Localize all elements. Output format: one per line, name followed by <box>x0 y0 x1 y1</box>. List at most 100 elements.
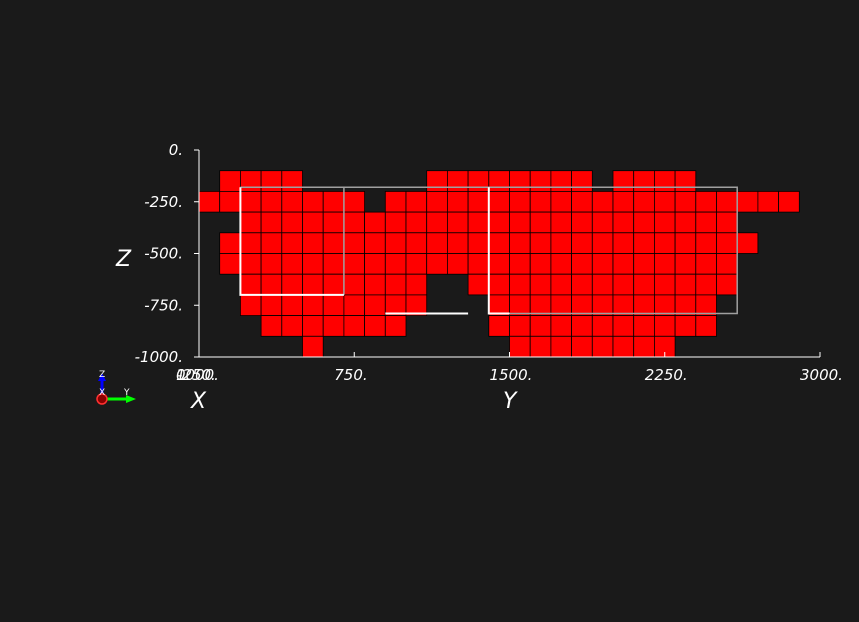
grid-cell <box>612 294 635 316</box>
grid-cell <box>529 190 552 213</box>
triad-y-label: Y <box>123 388 130 398</box>
grid-cell <box>654 232 676 254</box>
grid-cell <box>612 273 635 296</box>
grid-cell <box>591 190 614 213</box>
y-axis-title: Y <box>503 389 518 414</box>
grid-cell <box>426 253 448 275</box>
grid-cell <box>550 335 573 358</box>
grid-cell <box>281 190 303 213</box>
grid-cell <box>591 273 614 296</box>
grid-cell <box>509 315 531 337</box>
grid-cell <box>716 211 738 234</box>
cube-axes: 0.-250.-500.-750.-1000. 750. 1500. 2250. 30… <box>115 141 843 414</box>
grid-cell <box>488 211 510 234</box>
grid-cell <box>633 253 655 275</box>
grid-cell <box>571 232 593 254</box>
grid-cell <box>695 315 717 337</box>
grid-cell <box>364 273 386 296</box>
grid-cell <box>219 170 241 192</box>
grid-cell <box>529 315 552 337</box>
grid-cell <box>509 335 531 358</box>
y-tick-label: 750. <box>334 366 367 384</box>
grid-cell <box>405 190 428 213</box>
grid-cell <box>529 273 552 296</box>
triad-x-label: X <box>99 388 105 398</box>
grid-cell <box>322 211 345 234</box>
grid-cell <box>529 253 552 275</box>
grid-cell <box>529 170 552 192</box>
grid-cell <box>219 253 241 275</box>
grid-cell <box>571 170 593 192</box>
grid-cell <box>302 232 324 254</box>
grid-cell <box>239 190 262 213</box>
grid-cell <box>219 232 241 254</box>
grid-cell <box>509 232 531 254</box>
grid-cell <box>488 170 510 192</box>
grid-cell <box>550 190 573 213</box>
grid-cell <box>716 273 738 296</box>
grid-cell <box>550 232 573 254</box>
grid-cell <box>239 170 262 192</box>
grid-cell <box>633 315 655 337</box>
grid-cell <box>633 232 655 254</box>
grid-cell <box>281 315 303 337</box>
y-tick-label: 2250. <box>645 366 688 384</box>
grid-cell <box>260 211 283 234</box>
grid-cell <box>260 273 283 296</box>
grid-cell <box>384 273 407 296</box>
outline-edge-highlight <box>239 187 344 296</box>
grid-cell <box>446 232 469 254</box>
grid-cell <box>260 315 283 337</box>
grid-cell <box>736 190 759 213</box>
grid-cell <box>364 294 386 316</box>
y-axis-origin-overlap-label: -250. <box>177 366 216 384</box>
grid-cell <box>488 273 510 296</box>
grid-cell <box>302 211 324 234</box>
z-tick-label: -500. <box>144 245 183 263</box>
grid-cell <box>343 315 365 337</box>
grid-cell <box>364 315 386 337</box>
orientation-triad: Z X Y <box>96 370 136 405</box>
grid-cell <box>633 170 655 192</box>
grid-cell <box>364 253 386 275</box>
grid-cell <box>654 294 676 316</box>
grid-cell <box>550 315 573 337</box>
grid-cell <box>674 211 697 234</box>
grid-cell <box>695 190 717 213</box>
grid-cell <box>654 273 676 296</box>
grid-cell <box>654 170 676 192</box>
grid-cell <box>446 170 469 192</box>
grid-cell <box>736 232 759 254</box>
grid-cell <box>488 190 510 213</box>
grid-cell <box>550 273 573 296</box>
grid-cell <box>778 190 800 213</box>
grid-cell <box>239 211 262 234</box>
grid-cell <box>550 170 573 192</box>
grid-cell <box>239 294 262 316</box>
selection-outline <box>239 186 738 315</box>
grid-cell <box>654 211 676 234</box>
grid-cell <box>343 232 365 254</box>
grid-cell <box>529 211 552 234</box>
grid-cell <box>571 211 593 234</box>
grid-cell <box>281 294 303 316</box>
grid-cell <box>654 315 676 337</box>
cell-grid <box>198 170 800 358</box>
grid-cell <box>571 335 593 358</box>
grid-cell <box>716 232 738 254</box>
grid-cell <box>302 190 324 213</box>
grid-cell <box>343 211 365 234</box>
grid-cell <box>384 315 407 337</box>
grid-cell <box>281 253 303 275</box>
grid-cell <box>322 232 345 254</box>
grid-cell <box>612 232 635 254</box>
grid-cell <box>364 211 386 234</box>
grid-cell <box>467 253 490 275</box>
y-axis-ticks: 750. 1500. 2250. 3000. <box>334 352 843 384</box>
grid-cell <box>405 232 428 254</box>
grid-cell <box>612 190 635 213</box>
grid-cell <box>281 211 303 234</box>
grid-cell <box>716 253 738 275</box>
